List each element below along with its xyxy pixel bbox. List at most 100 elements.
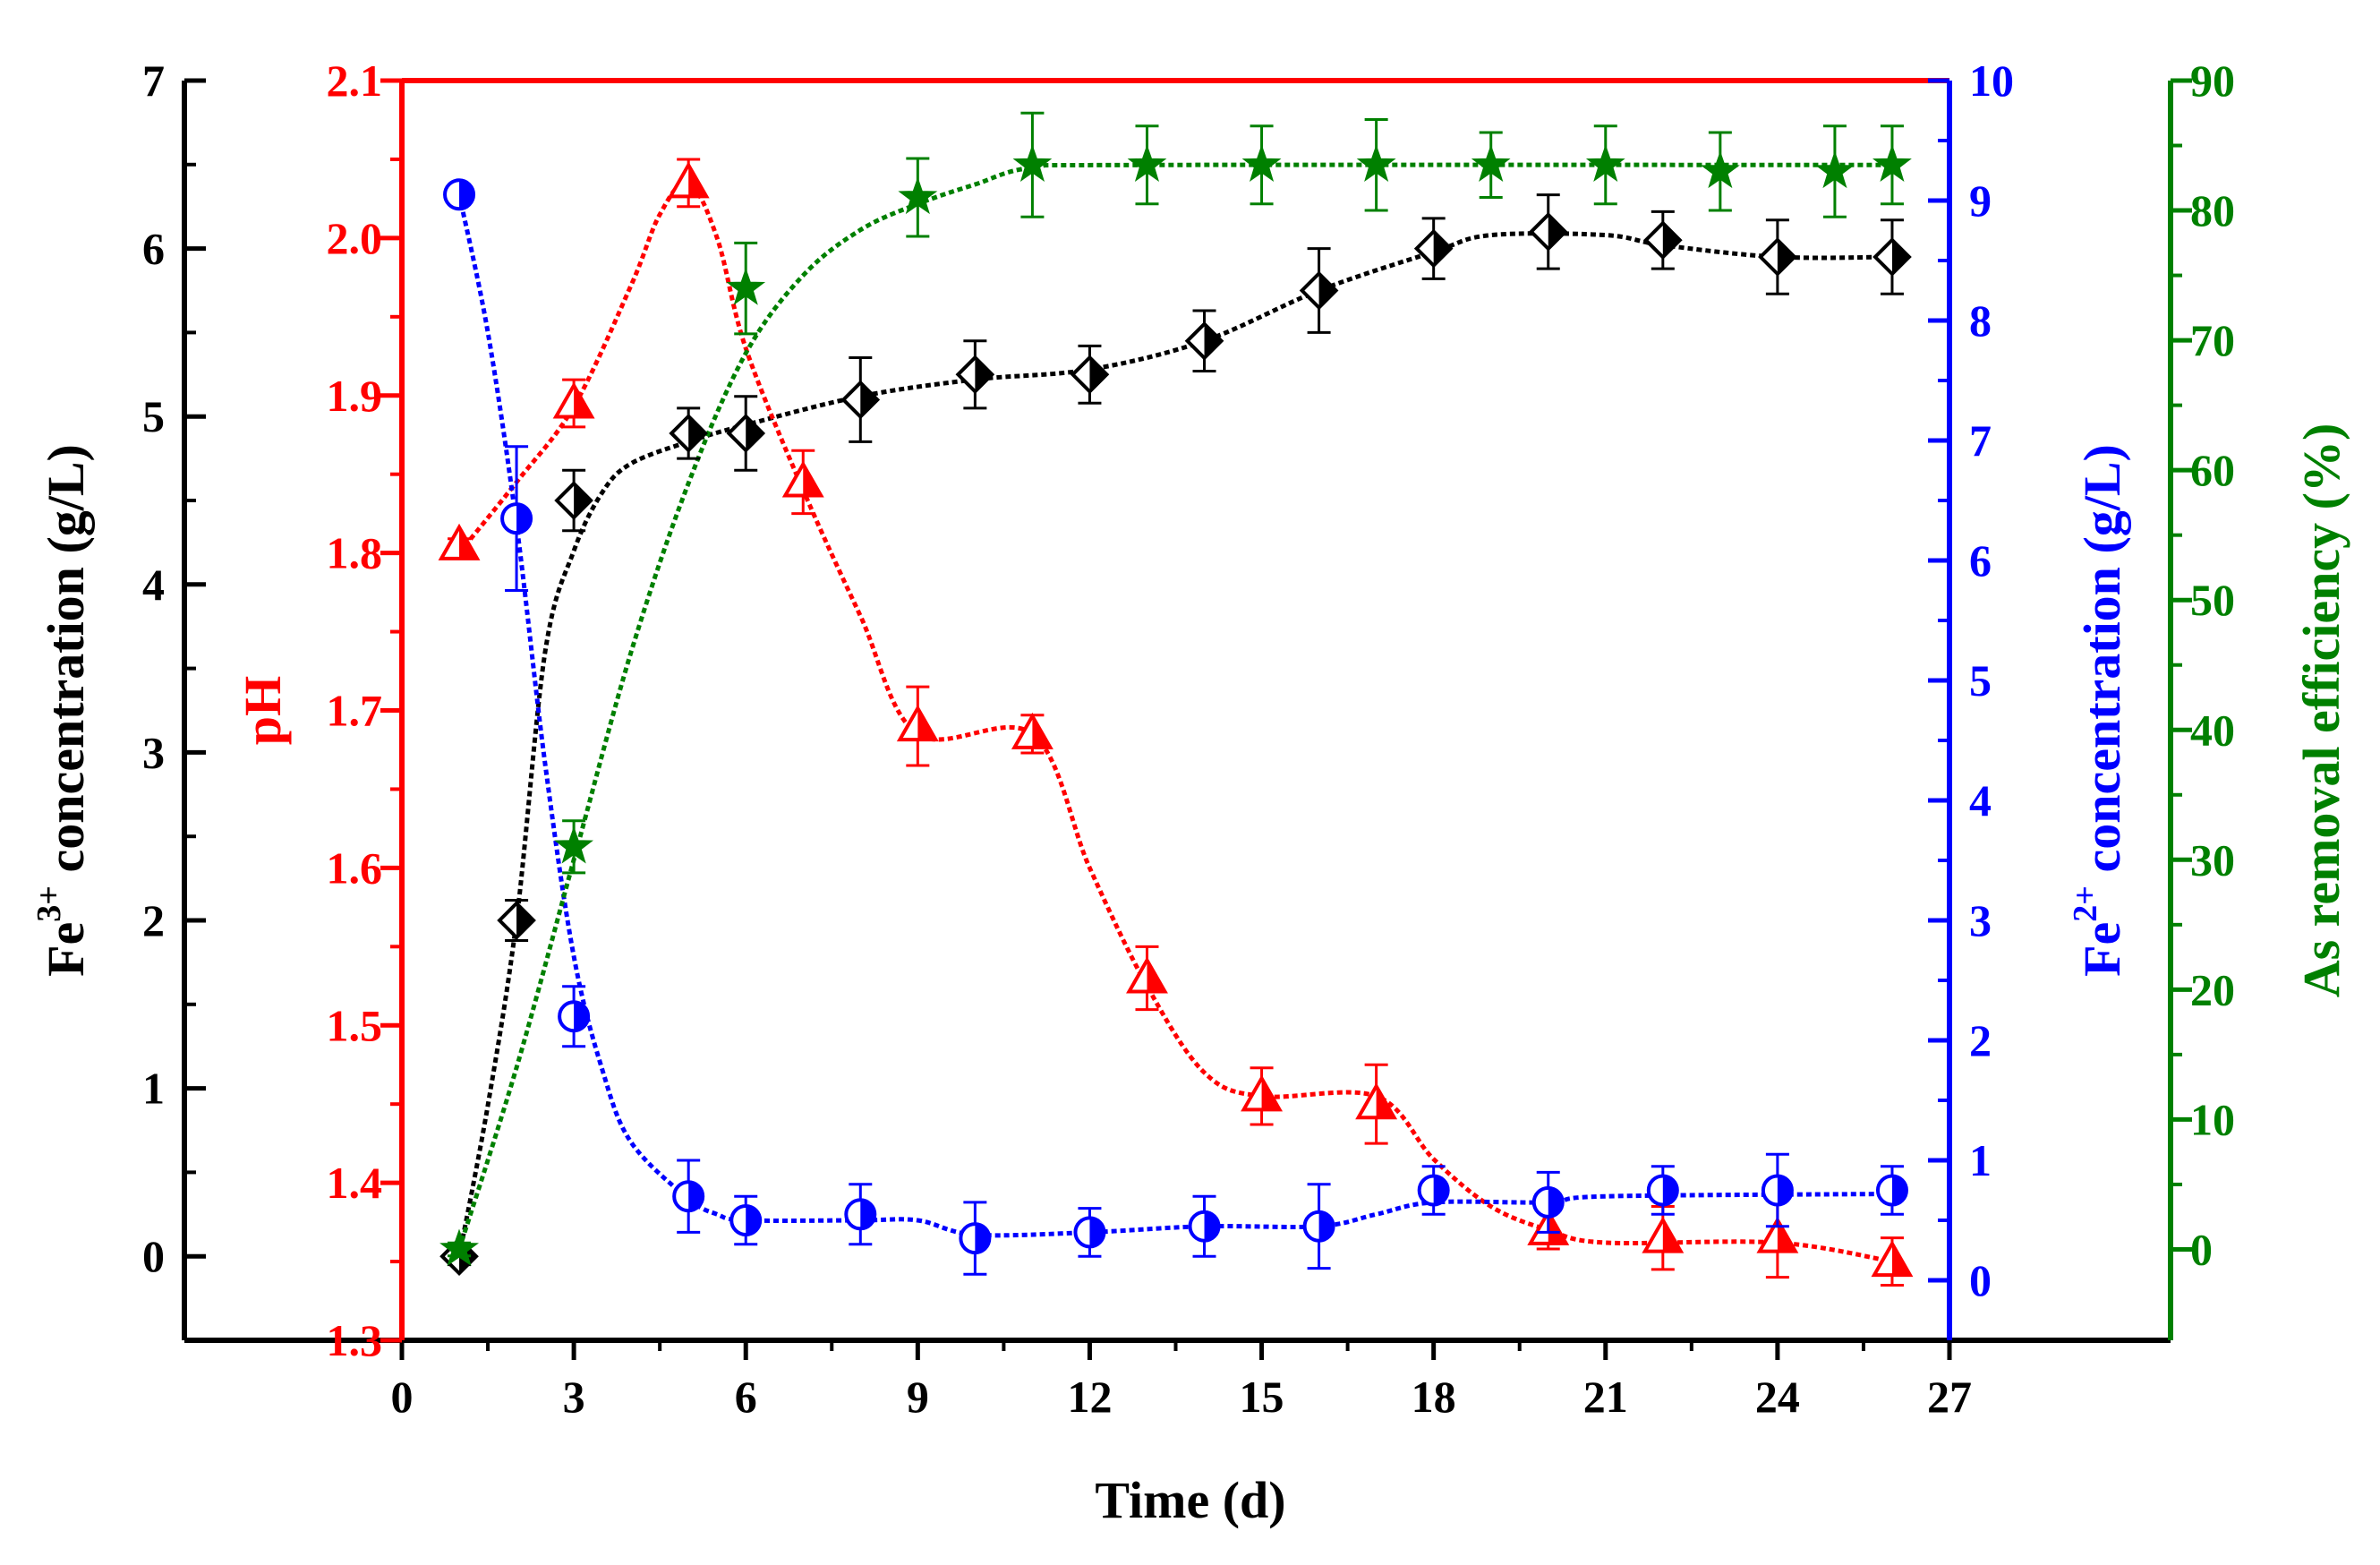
data-point-circle bbox=[1875, 1174, 1908, 1207]
y-tick-label: 8 bbox=[1969, 295, 1992, 346]
data-point-triangle bbox=[1355, 1082, 1398, 1120]
data-point-triangle bbox=[1241, 1074, 1284, 1112]
data-point-circle bbox=[844, 1198, 877, 1231]
data-point-circle bbox=[443, 178, 476, 211]
y-tick-label: 1.4 bbox=[327, 1158, 383, 1208]
data-point-diamond bbox=[1528, 212, 1568, 252]
y-tick-label: 40 bbox=[2190, 705, 2235, 755]
x-tick-label: 21 bbox=[1583, 1372, 1628, 1422]
fit-line-fe3 bbox=[456, 231, 1893, 1257]
y-tick-label: 4 bbox=[142, 560, 165, 610]
y-tick-label: 1.9 bbox=[327, 371, 383, 421]
y-tick-label: 1.5 bbox=[327, 1000, 383, 1050]
fit-line-ph bbox=[457, 180, 1893, 1264]
data-point-triangle bbox=[552, 381, 595, 419]
data-point-star bbox=[1471, 144, 1511, 182]
y-tick-label: 2 bbox=[1969, 1015, 1992, 1065]
y-tick-label: 80 bbox=[2190, 185, 2235, 235]
data-point-circle bbox=[1531, 1185, 1565, 1219]
y-axis-fe3: 0 1 2 3 4 5 6 7 Fe3+ concentration (g/L) bbox=[30, 56, 206, 1340]
data-point-circle bbox=[1417, 1174, 1450, 1207]
data-point-star bbox=[1872, 144, 1912, 182]
y-tick-label: 2 bbox=[142, 895, 165, 945]
data-point-star bbox=[554, 825, 593, 864]
y-tick-label: 10 bbox=[2190, 1094, 2235, 1144]
data-point-diamond bbox=[669, 414, 709, 453]
x-tick-label: 3 bbox=[563, 1372, 585, 1422]
y-axis-as: 0 10 20 30 40 50 60 70 80 90 As removal efficiency… bbox=[2168, 56, 2350, 1340]
y-tick-label: 1.3 bbox=[327, 1315, 383, 1365]
y-tick-label: 20 bbox=[2190, 964, 2235, 1014]
data-point-star bbox=[1012, 144, 1053, 182]
x-tick-label: 9 bbox=[907, 1372, 929, 1422]
series-as bbox=[439, 111, 1912, 1267]
data-point-diamond bbox=[726, 414, 766, 453]
data-point-circle bbox=[1646, 1174, 1679, 1207]
data-point-triangle bbox=[1642, 1216, 1685, 1253]
y-tick-label: 6 bbox=[142, 224, 165, 274]
y-axis-fe2: 0 1 2 3 4 5 6 7 8 9 10 Fe2+ concentration (g/L) bbox=[1928, 56, 2131, 1340]
y-tick-label: 1.6 bbox=[327, 842, 383, 893]
y-tick-label: 60 bbox=[2190, 445, 2235, 495]
data-point-circle bbox=[729, 1204, 763, 1236]
y-tick-label: 0 bbox=[142, 1231, 165, 1281]
x-tick-label: 0 bbox=[391, 1372, 414, 1422]
data-point-diamond bbox=[1872, 237, 1912, 277]
data-point-diamond bbox=[1070, 355, 1110, 395]
data-point-diamond bbox=[1758, 237, 1797, 277]
y-tick-label: 50 bbox=[2190, 575, 2235, 625]
y-tick-label: 7 bbox=[1969, 415, 1992, 466]
x-axis-title: Time (d) bbox=[1095, 1471, 1285, 1529]
y-axis-title-as: As removal efficiency (%) bbox=[2292, 423, 2350, 998]
data-point-circle bbox=[1302, 1210, 1335, 1243]
y-axis-ph: 1.3 1.4 1.5 1.6 1.7 1.8 1.9 2.0 2.1 pH bbox=[234, 56, 405, 1365]
series-fe2 bbox=[443, 178, 1908, 1276]
data-point-circle bbox=[1761, 1174, 1794, 1207]
data-point-triangle bbox=[896, 705, 939, 742]
y-tick-label: 70 bbox=[2190, 315, 2235, 365]
y-tick-label: 3 bbox=[1969, 895, 1992, 945]
data-point-diamond bbox=[1299, 270, 1339, 311]
y-axis-title-fe3: Fe3+ concentration (g/L) bbox=[30, 444, 96, 977]
data-point-circle bbox=[959, 1222, 992, 1255]
data-point-diamond bbox=[1184, 321, 1224, 361]
y-tick-label: 5 bbox=[1969, 655, 1992, 706]
data-point-diamond bbox=[955, 355, 995, 395]
data-point-star bbox=[1241, 144, 1282, 182]
data-point-star bbox=[439, 1228, 480, 1267]
y-tick-label: 2.0 bbox=[327, 213, 383, 263]
data-point-diamond bbox=[554, 481, 593, 520]
series-fe3 bbox=[439, 193, 1912, 1277]
series-ph bbox=[438, 158, 1914, 1287]
x-tick-label: 24 bbox=[1755, 1372, 1800, 1422]
data-point-circle bbox=[500, 502, 533, 535]
x-tick-label: 27 bbox=[1927, 1372, 1972, 1422]
y-tick-label: 6 bbox=[1969, 535, 1992, 586]
y-tick-label: 0 bbox=[1969, 1255, 1992, 1305]
y-axis-title-ph: pH bbox=[234, 676, 292, 745]
fit-line-as bbox=[456, 162, 1893, 1251]
y-tick-label: 3 bbox=[142, 727, 165, 777]
data-point-triangle bbox=[438, 523, 481, 560]
y-axis-title-fe2: Fe2+ concentration (g/L) bbox=[2067, 444, 2132, 977]
data-point-triangle bbox=[1126, 956, 1168, 994]
data-point-triangle bbox=[1756, 1216, 1799, 1253]
data-point-diamond bbox=[497, 901, 536, 940]
x-tick-label: 6 bbox=[735, 1372, 757, 1422]
data-point-triangle bbox=[781, 460, 824, 498]
y-tick-label: 10 bbox=[1969, 56, 2014, 106]
y-tick-label: 1 bbox=[142, 1064, 165, 1114]
data-point-diamond bbox=[1413, 228, 1454, 269]
data-point-star bbox=[1127, 144, 1167, 182]
data-point-triangle bbox=[1011, 712, 1054, 749]
data-point-star bbox=[726, 268, 766, 305]
data-point-circle bbox=[1073, 1216, 1106, 1249]
y-tick-label: 1 bbox=[1969, 1135, 1992, 1185]
fit-curves bbox=[456, 162, 1893, 1264]
y-tick-label: 90 bbox=[2190, 56, 2235, 106]
y-tick-label: 4 bbox=[1969, 775, 1992, 825]
y-tick-label: 0 bbox=[2190, 1224, 2213, 1274]
data-point-circle bbox=[558, 1000, 591, 1033]
